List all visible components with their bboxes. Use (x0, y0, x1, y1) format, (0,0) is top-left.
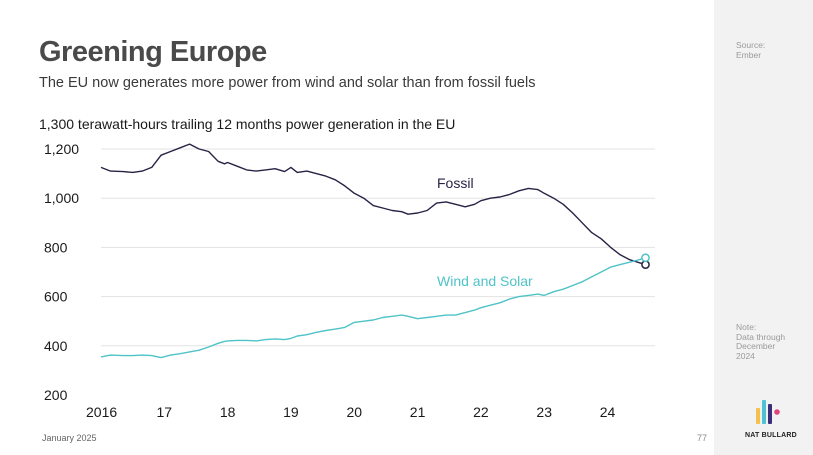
y-tick-label: 800 (44, 239, 68, 255)
logo-bar (756, 408, 760, 424)
brand-logo-icon (756, 400, 780, 424)
sidebar (714, 0, 813, 455)
series-line (100, 257, 646, 359)
end-markers (641, 253, 650, 269)
x-tick-label: 20 (346, 404, 362, 420)
x-tick-label: 18 (220, 404, 236, 420)
logo-dot (774, 409, 780, 415)
y-tick-label: 1,200 (44, 141, 79, 157)
note-line: Data through (736, 331, 786, 342)
footer-date: January 2025 (42, 433, 97, 443)
series-end-marker (641, 260, 650, 269)
note-line: 2024 (736, 350, 755, 361)
y-tick-label: 1,000 (44, 190, 79, 206)
y-tick-label: 600 (44, 289, 68, 305)
x-tick-label: 24 (600, 404, 616, 420)
chart-title: 1,300 terawatt-hours trailing 12 months … (39, 116, 456, 132)
x-tick-label: 23 (536, 404, 552, 420)
grid (101, 148, 655, 347)
source-note: Source: Ember (736, 40, 796, 60)
series-label: Wind and Solar (437, 273, 533, 289)
x-tick-label: 2016 (86, 404, 117, 420)
x-tick-label: 19 (283, 404, 299, 420)
page-number: 77 (697, 433, 708, 443)
note-label: Note: (736, 322, 757, 332)
page-subtitle: The EU now generates more power from win… (39, 75, 536, 91)
slide: Greening Europe The EU now generates mor… (39, 36, 708, 443)
x-tick-label: 17 (157, 404, 173, 420)
series-end-marker (641, 253, 650, 263)
series-label: Fossil (437, 175, 474, 191)
brand-name: NAT BULLARD (745, 432, 797, 439)
source-label: Source: (736, 40, 766, 50)
series-line (100, 143, 646, 266)
data-note: Note: Data through December 2024 (736, 322, 796, 361)
x-tick-label: 21 (410, 404, 426, 420)
logo-bar (762, 400, 766, 424)
source-value: Ember (736, 49, 762, 60)
y-tick-label: 200 (44, 387, 68, 403)
logo-bar (768, 404, 772, 424)
series-lines (100, 143, 646, 359)
axis-labels: 200 400 600 800 1,000 1,200 2016 17 18 19 20 21 22 23… (44, 141, 616, 420)
note-line: December (736, 341, 776, 351)
page-title: Greening Europe (39, 36, 267, 68)
x-tick-label: 22 (473, 404, 489, 420)
series-labels: Fossil Wind and Solar (437, 175, 533, 289)
line-chart: 200 400 600 800 1,000 1,200 2016 17 18 19 20 21 22 23… (44, 141, 655, 420)
y-tick-label: 400 (44, 338, 68, 354)
